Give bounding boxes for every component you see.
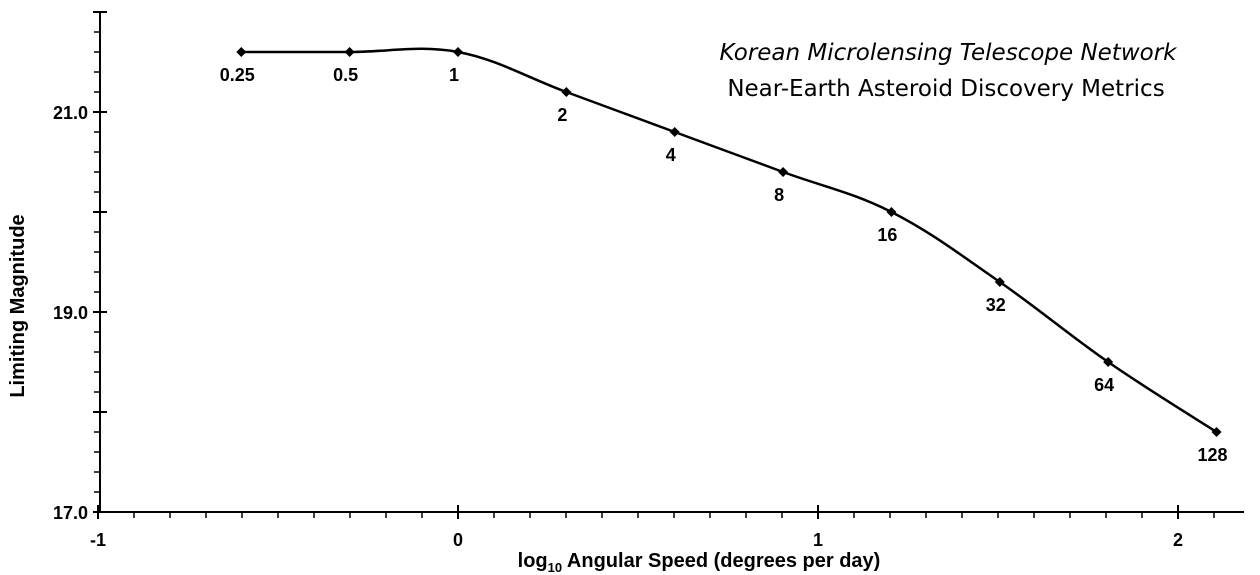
x-axis-title: log10 Angular Speed (degrees per day)	[518, 550, 881, 575]
x-tick-label: 2	[1173, 530, 1183, 550]
data-point-label: 1	[449, 65, 459, 85]
series-line	[241, 47, 1218, 434]
y-tick-label: 17.0	[53, 503, 88, 523]
tick-labels: -1 0 1 2 17.0 19.0 21.0	[53, 103, 1183, 550]
data-point-marker	[886, 207, 897, 217]
x-tick-label: 0	[453, 530, 463, 550]
data-point-label: 2	[557, 105, 567, 125]
data-point-marker	[1103, 357, 1114, 367]
data-point-label: 8	[774, 185, 784, 205]
data-point-label: 0.25	[220, 65, 255, 85]
data-point-label: 64	[1094, 375, 1114, 395]
data-point-marker	[1211, 427, 1222, 437]
data-point-marker	[994, 277, 1005, 287]
data-point-label: 128	[1197, 445, 1227, 465]
data-point-marker	[778, 167, 789, 177]
x-axis-title-prefix: log	[518, 550, 548, 572]
data-point-label: 16	[877, 225, 897, 245]
y-tick-label: 21.0	[53, 103, 88, 123]
data-point-label: 4	[666, 145, 676, 165]
data-point-label: 0.5	[333, 65, 358, 85]
ticks	[93, 11, 1215, 519]
x-tick-label: -1	[90, 530, 106, 550]
chart-subtitle: Near-Earth Asteroid Discovery Metrics	[727, 76, 1164, 102]
data-point-marker	[236, 47, 247, 57]
axes	[99, 12, 1244, 513]
data-point-marker	[453, 47, 463, 57]
chart-title: Korean Microlensing Telescope Network	[719, 40, 1178, 66]
x-axis-title-rest: Angular Speed (degrees per day)	[562, 550, 880, 572]
data-point-marker	[344, 47, 355, 57]
y-tick-label: 19.0	[53, 303, 88, 323]
data-point-marker	[669, 127, 680, 137]
y-axis-title: Limiting Magnitude	[7, 214, 29, 397]
x-axis-title-subscript: 10	[548, 560, 562, 575]
data-markers	[236, 47, 1222, 437]
point-labels: 0.25 0.5 1 2 4 8 16 32 64 128	[220, 65, 1228, 465]
data-point-label: 32	[986, 295, 1006, 315]
x-tick-label: 1	[813, 530, 823, 550]
data-point-marker	[561, 87, 572, 97]
